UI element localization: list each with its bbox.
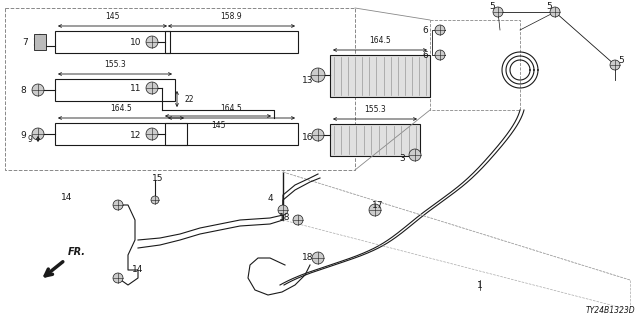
Text: 12: 12 [131,131,141,140]
Bar [55,79,175,101]
Text: TY24B1323D: TY24B1323D [586,306,635,315]
Circle shape [151,196,159,204]
Text: 18: 18 [302,253,314,262]
Circle shape [493,7,503,17]
Circle shape [409,149,421,161]
Circle shape [312,252,324,264]
Text: 9: 9 [28,134,33,143]
Text: 145: 145 [211,121,225,130]
Bar [5,8,355,170]
Text: 18: 18 [279,212,291,221]
Circle shape [146,36,158,48]
Bar [34,34,46,50]
Text: 5: 5 [489,2,495,11]
Text: 4: 4 [267,194,273,203]
Text: 16: 16 [302,132,314,141]
Circle shape [369,204,381,216]
Text: 8: 8 [20,85,26,94]
Circle shape [550,7,560,17]
Bar [165,31,298,53]
Circle shape [146,128,158,140]
Circle shape [146,82,158,94]
Text: 1: 1 [477,281,483,290]
Circle shape [312,129,324,141]
Text: 5: 5 [546,2,552,11]
Text: 14: 14 [61,193,73,202]
Bar [165,123,298,145]
Text: 164.5: 164.5 [110,104,132,113]
Text: 11: 11 [131,84,141,92]
Text: 3: 3 [399,154,405,163]
Text: 10: 10 [131,37,141,46]
Text: 5: 5 [618,55,624,65]
Circle shape [32,84,44,96]
Circle shape [278,205,288,215]
Bar [55,31,170,53]
Circle shape [610,60,620,70]
Text: FR.: FR. [68,247,86,257]
Text: 17: 17 [372,201,384,210]
Circle shape [311,68,325,82]
Text: 13: 13 [302,76,314,84]
Circle shape [113,273,123,283]
Bar [330,124,420,156]
Text: 7: 7 [22,37,28,46]
Text: 164.5: 164.5 [221,104,243,113]
Text: 6: 6 [422,26,428,35]
Bar [430,20,520,110]
Text: 9: 9 [20,131,26,140]
Bar [330,55,430,97]
Circle shape [435,25,445,35]
Text: 164.5: 164.5 [369,36,391,45]
Circle shape [293,215,303,225]
Bar [55,123,187,145]
Text: 14: 14 [132,266,144,275]
Text: 155.3: 155.3 [364,105,386,114]
Text: 6: 6 [422,51,428,60]
Circle shape [32,128,44,140]
Text: 155.3: 155.3 [104,60,126,69]
Circle shape [113,200,123,210]
Circle shape [435,50,445,60]
Text: 15: 15 [152,173,164,182]
Text: 158.9: 158.9 [221,12,243,21]
Text: 145: 145 [105,12,120,21]
Text: 22: 22 [184,94,193,103]
